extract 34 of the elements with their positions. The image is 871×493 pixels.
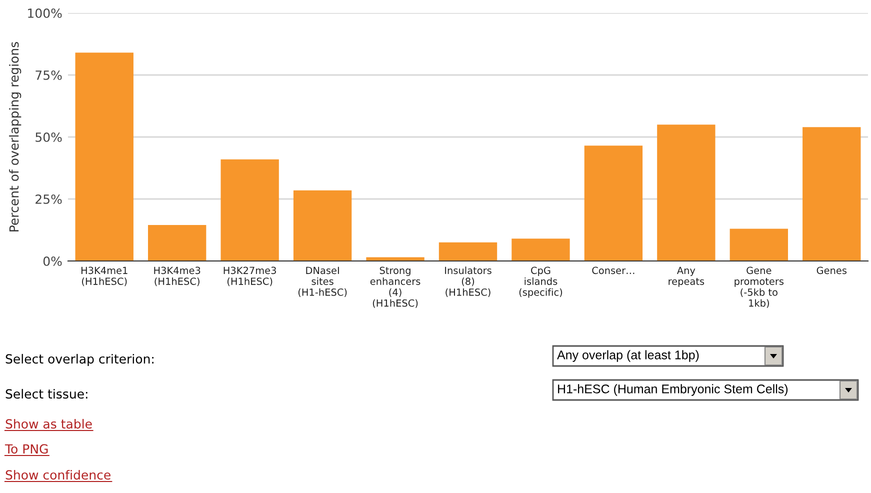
y-tick-label: 0% (43, 256, 62, 266)
x-tick-label: H3K4me3 (H1hESC) (154, 266, 200, 286)
y-tick-label: 100% (28, 8, 62, 18)
text: To PNG (4, 444, 48, 454)
x-tick-label: Strong enhancers (4) (H1hESC) (370, 266, 420, 308)
x-tick-label: DNaseI sites (H1-hESC) (298, 266, 347, 297)
bar (438, 242, 498, 261)
bar (657, 124, 716, 261)
text: Show confidence (6, 470, 110, 480)
bar (802, 127, 861, 261)
x-tick-label: Gene promoters (-5kb to 1kb) (734, 266, 784, 308)
text: Select tissue: (6, 388, 88, 399)
y-axis-title: Percent of overlapping regions (9, 42, 22, 232)
x-tick-label: H3K27me3 (H1hESC) (224, 266, 276, 286)
bar (220, 159, 279, 261)
bar (148, 225, 206, 261)
y-tick-label: 75% (36, 70, 62, 80)
bar (75, 52, 134, 261)
text: Show as table (6, 418, 92, 429)
text: Any overlap (at least 1bp) (557, 350, 699, 362)
x-tick-label: Conser… (592, 266, 634, 274)
bar (512, 238, 570, 261)
x-tick-label: Any repeats (668, 266, 704, 287)
x-tick-label: H3K4me1 (H1hESC) (81, 266, 128, 286)
bar (293, 190, 352, 261)
y-tick-label: 50% (36, 132, 62, 142)
text: H1-hESC (Human Embryonic Stem Cells) (558, 384, 788, 396)
y-tick-label: 25% (36, 194, 62, 204)
x-tick-label: CpG islands (specific) (519, 266, 562, 298)
text: Select overlap criterion: (6, 354, 154, 366)
x-tick-label: Genes (816, 266, 847, 274)
bar (730, 228, 788, 261)
x-tick-label: Insulators (8) (H1hESC) (445, 266, 492, 297)
bar (584, 146, 643, 261)
